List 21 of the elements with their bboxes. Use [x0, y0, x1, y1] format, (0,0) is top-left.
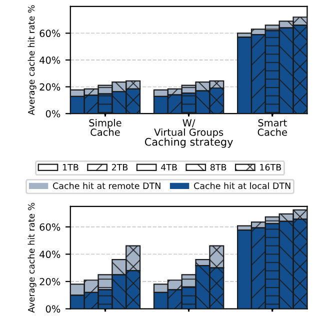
y-tick-label: 0%	[46, 305, 60, 313]
text: 16TB	[260, 164, 282, 171]
y-tick-label: 60%	[40, 223, 60, 231]
y-tick-label: 20%	[40, 278, 60, 286]
y-tick-label: 20%	[40, 83, 60, 91]
text: Simple Cache	[89, 118, 122, 136]
y-tick-label: 40%	[40, 250, 60, 258]
legend-label: Cache hit at remote DTN	[53, 182, 160, 190]
text: 8TB	[210, 164, 226, 171]
legend-label: Cache hit at local DTN	[194, 182, 290, 190]
y-axis-title: Average cache hit rate %	[28, 202, 36, 313]
text: 2TB	[112, 164, 128, 170]
text: W/ Virtual Groups	[154, 119, 224, 138]
y-tick-label: 40%	[40, 56, 60, 64]
text: Smart Cache	[258, 119, 287, 136]
text: 4TB	[161, 164, 177, 170]
x-axis-title: Caching strategy	[144, 138, 233, 148]
y-tick-label: 60%	[40, 30, 60, 38]
text: 1TB	[62, 164, 78, 170]
y-tick-label: 0%	[46, 110, 60, 118]
y-axis-title: Average cache hit rate %	[28, 5, 36, 116]
